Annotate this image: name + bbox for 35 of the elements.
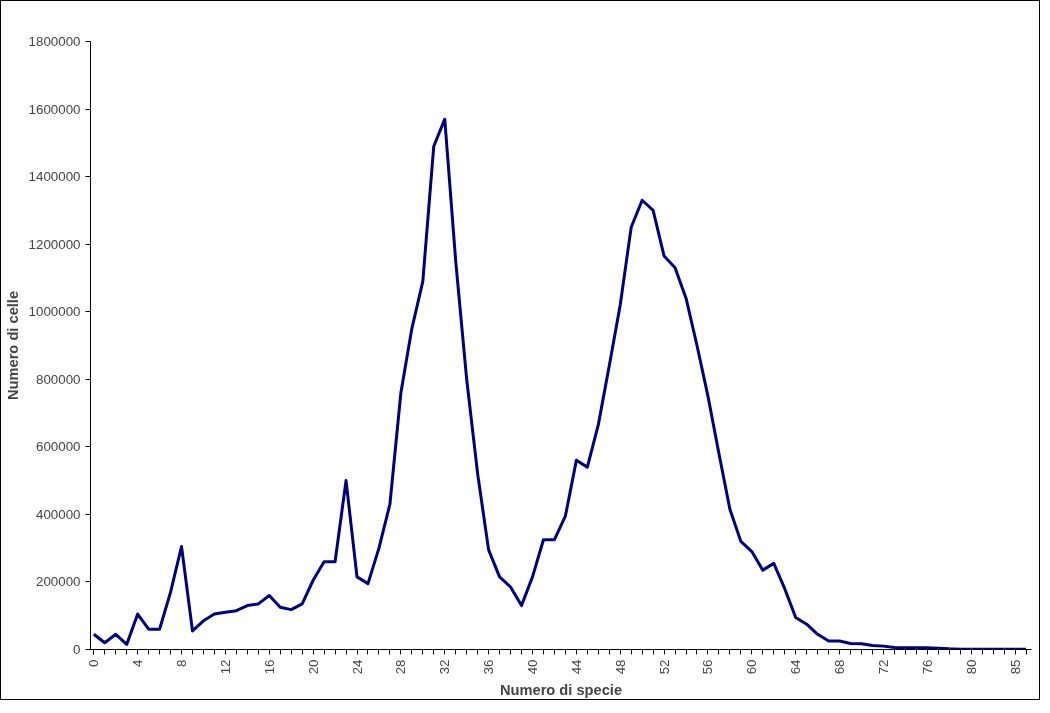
x-tick-label: 56 xyxy=(700,659,716,675)
y-axis-title: Numero di celle xyxy=(4,290,21,401)
x-tick-label: 0 xyxy=(86,659,102,667)
x-tick-label: 72 xyxy=(875,659,891,675)
x-tick-label: 4 xyxy=(130,658,146,667)
x-tick-label: 76 xyxy=(919,659,935,675)
x-tick-label: 48 xyxy=(612,659,628,675)
x-tick-label: 32 xyxy=(437,659,453,675)
x-tick-label: 44 xyxy=(568,658,584,675)
x-tick-label: 20 xyxy=(305,659,321,675)
x-tick-label: 68 xyxy=(832,659,848,675)
y-tick-label: 1000000 xyxy=(28,304,81,320)
x-tick-label: 36 xyxy=(481,659,497,675)
y-tick-label: 0 xyxy=(73,642,81,657)
x-tick-label: 52 xyxy=(656,659,672,675)
x-tick-label: 16 xyxy=(261,659,277,675)
x-tick-label: 40 xyxy=(524,659,540,675)
y-tick-label: 200000 xyxy=(36,574,81,590)
x-tick-label: 8 xyxy=(174,659,190,667)
x-axis-title: Numero di specie xyxy=(499,682,623,699)
x-tick-label: 60 xyxy=(744,659,760,675)
y-tick-label: 400000 xyxy=(36,506,81,522)
y-tick-label: 1400000 xyxy=(28,169,81,185)
y-tick-label: 1600000 xyxy=(28,101,81,117)
y-tick-label: 1800000 xyxy=(28,34,81,49)
x-tick-label: 80 xyxy=(963,659,979,675)
x-tick-label: 64 xyxy=(788,658,804,675)
x-tick-label: 85 xyxy=(1007,659,1023,675)
x-tick-label: 24 xyxy=(349,658,365,675)
line-series xyxy=(92,117,1028,650)
x-tick-label: 28 xyxy=(393,659,409,675)
y-tick-label: 800000 xyxy=(36,371,81,387)
x-tick-label: 12 xyxy=(217,659,233,675)
y-tick-label: 600000 xyxy=(36,439,81,455)
y-tick-label: 1200000 xyxy=(28,236,81,252)
